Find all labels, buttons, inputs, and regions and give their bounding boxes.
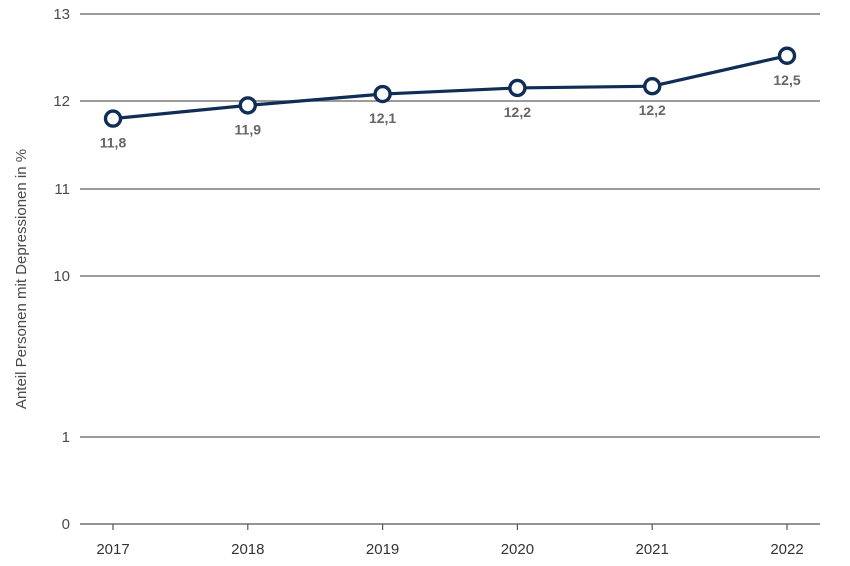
data-point-2021 <box>643 77 662 96</box>
series-line-0 <box>112 54 788 121</box>
data-label-2022: 12,5 <box>773 72 800 88</box>
data-label-layer: 11,8 11,9 12,1 12,2 12,2 12,5 <box>100 72 801 151</box>
data-point-2019 <box>373 84 392 104</box>
data-point-2017 <box>103 109 123 128</box>
y-axis-title: Anteil Personen mit Depressionen in % <box>13 149 30 409</box>
y-tick-label-11: 11 <box>54 181 70 198</box>
y-tick-label-10: 10 <box>53 268 70 285</box>
x-tick-label-2020: 2020 <box>501 541 534 558</box>
data-label-2017: 11,8 <box>100 135 127 151</box>
grid-layer <box>80 13 820 438</box>
data-point-2020 <box>508 78 527 98</box>
data-label-2021: 12,2 <box>639 102 666 118</box>
y-tick-label-1: 1 <box>62 429 70 446</box>
y-tick-label-0: 0 <box>62 516 70 533</box>
x-tick-label-2022: 2022 <box>770 541 803 558</box>
x-tick-label-2019: 2019 <box>366 541 399 558</box>
series-layer <box>103 46 797 128</box>
x-tick-label-2021: 2021 <box>636 541 669 558</box>
y-tick-label-12: 12 <box>53 93 70 110</box>
x-tick-label-2017: 2017 <box>96 541 129 558</box>
data-label-2018: 11,9 <box>235 121 262 137</box>
axis-layer: 0 1 10 11 12 13 2017 2018 2019 2020 2021 2022 <box>53 6 820 558</box>
y-tick-label-13: 13 <box>53 6 70 23</box>
data-label-2020: 12,2 <box>504 104 531 120</box>
x-tick-label-2018: 2018 <box>231 541 264 558</box>
data-label-2019: 12,1 <box>369 110 396 126</box>
data-point-2022 <box>777 46 797 65</box>
data-point-2018 <box>238 96 258 115</box>
